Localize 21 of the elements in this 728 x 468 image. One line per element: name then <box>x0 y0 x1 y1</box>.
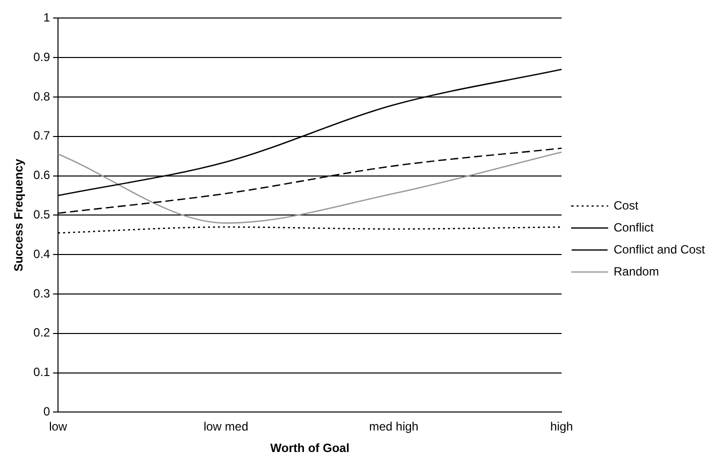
y-tick-label: 0.5 <box>33 208 50 222</box>
legend-label: Random <box>614 264 659 278</box>
y-tick-label: 0.2 <box>33 326 50 340</box>
x-tick-label: low <box>49 420 68 434</box>
x-tick-label: low med <box>204 420 248 434</box>
y-tick-label: 0.1 <box>33 365 50 380</box>
y-tick-label: 0.6 <box>33 168 50 182</box>
y-tick-label: 0.7 <box>33 128 50 143</box>
y-tick-label: 0.4 <box>33 246 50 261</box>
legend-label: Conflict and Cost <box>614 242 706 256</box>
legend-label: Cost <box>614 198 639 212</box>
x-axis-title: Worth of Goal <box>270 441 350 456</box>
y-tick-label: 1 <box>43 10 50 25</box>
y-tick-label: 0.9 <box>33 50 50 64</box>
x-tick-label: med high <box>369 420 418 434</box>
x-tick-label: high <box>550 420 573 434</box>
y-tick-label: 0.8 <box>33 89 50 104</box>
legend-label: Conflict <box>614 220 654 234</box>
y-tick-label: 0.3 <box>33 286 50 300</box>
y-axis-title: Success Frequency <box>12 158 26 272</box>
y-tick-label: 0 <box>43 404 50 419</box>
